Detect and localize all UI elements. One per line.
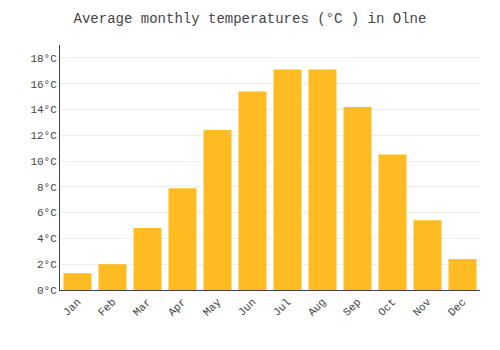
svg-text:Sep: Sep (341, 296, 363, 318)
svg-text:4°C: 4°C (37, 233, 57, 245)
svg-text:2°C: 2°C (37, 259, 57, 271)
svg-text:Nov: Nov (411, 296, 434, 319)
svg-text:6°C: 6°C (37, 207, 57, 219)
svg-text:Mar: Mar (131, 296, 153, 318)
svg-text:May: May (201, 296, 224, 319)
svg-text:Jul: Jul (271, 296, 293, 318)
svg-text:Jun: Jun (236, 296, 258, 318)
svg-text:Feb: Feb (96, 296, 118, 318)
svg-text:10°C: 10°C (30, 156, 57, 168)
svg-text:16°C: 16°C (30, 79, 57, 91)
svg-text:12°C: 12°C (30, 130, 57, 142)
svg-text:Apr: Apr (166, 296, 188, 318)
svg-text:0°C: 0°C (37, 285, 57, 297)
svg-text:18°C: 18°C (30, 53, 57, 65)
svg-text:Average monthly temperatures (: Average monthly temperatures (°C ) in Ol… (74, 11, 427, 27)
svg-text:14°C: 14°C (30, 104, 57, 116)
svg-text:Oct: Oct (376, 296, 398, 318)
svg-text:8°C: 8°C (37, 182, 57, 194)
svg-text:Dec: Dec (446, 296, 468, 318)
svg-text:Jan: Jan (61, 296, 83, 318)
svg-text:Aug: Aug (306, 296, 328, 318)
